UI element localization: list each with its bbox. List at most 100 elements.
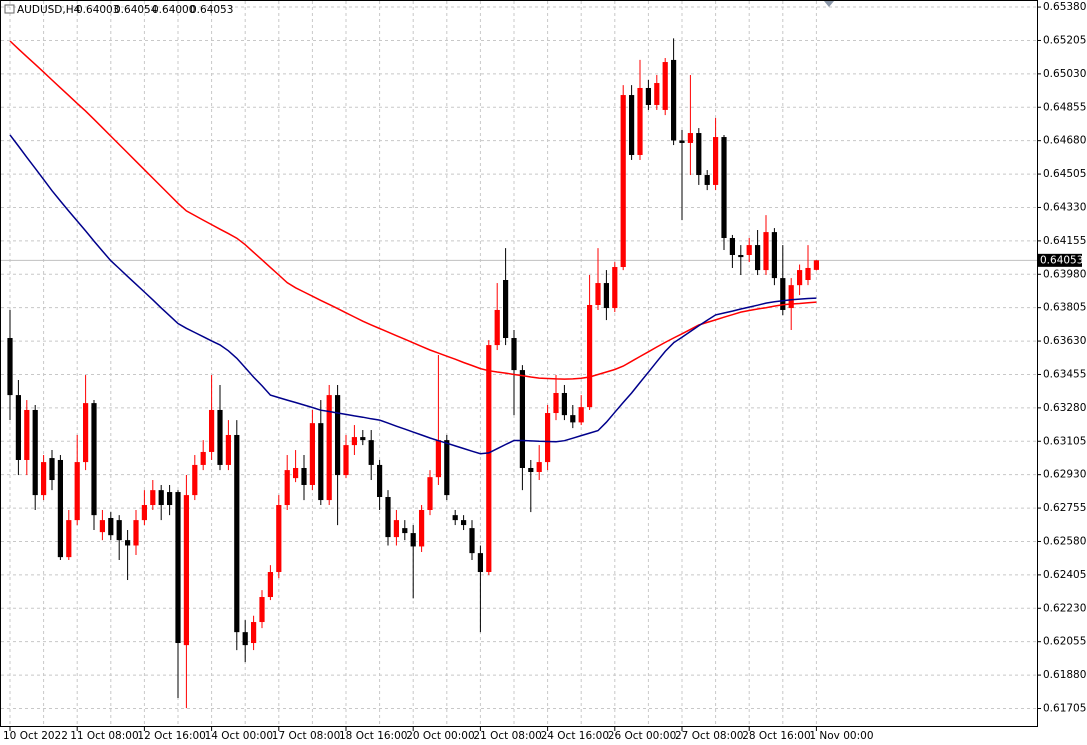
candle-body — [435, 440, 441, 478]
x-tick-label: 26 Oct 00:00 — [608, 730, 676, 742]
y-tick-label: 0.62930 — [1043, 469, 1086, 481]
y-tick-label: 0.65380 — [1043, 1, 1086, 13]
x-tick-label: 10 Oct 2022 — [3, 730, 68, 742]
candle-body — [200, 451, 206, 465]
x-tick-label: 28 Oct 16:00 — [742, 730, 810, 742]
candle-body — [519, 370, 525, 468]
candle-body — [284, 470, 290, 506]
candle-body — [788, 285, 794, 309]
candle-body — [158, 490, 164, 506]
candle-body — [620, 95, 626, 268]
x-tick-label: 12 Oct 16:00 — [137, 730, 205, 742]
x-tick-label: 1 Nov 00:00 — [809, 730, 873, 742]
candle-body — [318, 423, 324, 501]
y-tick-label: 0.62055 — [1043, 636, 1086, 648]
candle-body — [116, 520, 122, 541]
y-tick-label: 0.61880 — [1043, 669, 1086, 681]
header-close: 0.64053 — [190, 4, 233, 16]
x-tick-label: 14 Oct 00:00 — [205, 730, 273, 742]
candle-body — [150, 490, 156, 506]
candle-body — [74, 462, 80, 521]
y-tick-label: 0.63280 — [1043, 402, 1086, 414]
candle-body — [629, 95, 635, 155]
candle-body — [503, 279, 509, 339]
x-tick-label: 17 Oct 08:00 — [272, 730, 340, 742]
candle-body — [360, 437, 366, 441]
x-tick-label: 24 Oct 16:00 — [541, 730, 609, 742]
y-tick-label: 0.65030 — [1043, 68, 1086, 80]
candle-body — [587, 305, 593, 408]
candle-body — [49, 458, 55, 481]
y-tick-label: 0.63980 — [1043, 268, 1086, 280]
header-low: 0.64000 — [152, 4, 195, 16]
candle-body — [494, 309, 500, 346]
header: AUDUSD,H4 0.64003 0.64054 0.64000 0.6405… — [4, 4, 233, 16]
candle-body — [32, 409, 38, 496]
candle-body — [133, 520, 139, 546]
candle-body — [242, 632, 248, 646]
y-tick-label: 0.63805 — [1043, 302, 1086, 314]
current-price-box — [1038, 253, 1082, 267]
symbol-icon — [4, 4, 15, 14]
candle-body — [309, 423, 315, 485]
candle-body — [24, 409, 30, 460]
candle-body — [83, 403, 89, 463]
candle-body — [662, 62, 668, 110]
y-tick-label: 0.63105 — [1043, 435, 1086, 447]
header-high: 0.64054 — [114, 4, 158, 16]
candle-body — [536, 462, 542, 473]
y-tick-label: 0.64855 — [1043, 101, 1086, 113]
grid — [1, 1, 1037, 727]
candle-body — [603, 283, 609, 309]
candle-body — [738, 254, 744, 258]
candle-body — [175, 492, 181, 644]
candle-body — [671, 59, 677, 141]
candle-body — [343, 445, 349, 476]
y-tick-label: 0.65205 — [1043, 34, 1086, 46]
axes: 0.65380 0.65205 0.65030 0.64855 0.64680 0.645… — [3, 1, 1086, 742]
x-tick-label: 21 Oct 08:00 — [473, 730, 541, 742]
candle-body — [654, 83, 660, 105]
moving-average — [9, 134, 817, 455]
candle-body — [545, 413, 551, 463]
candle-body — [595, 283, 601, 306]
y-tick-label: 0.62230 — [1043, 602, 1086, 614]
moving-average — [9, 40, 817, 380]
candle-body — [41, 462, 47, 496]
y-tick-label: 0.64680 — [1043, 135, 1086, 147]
candle-body — [780, 278, 786, 310]
candle-body — [679, 140, 685, 143]
candle-body — [797, 270, 803, 286]
candle-body — [217, 409, 223, 465]
candle-body — [637, 87, 643, 155]
candle-body — [755, 245, 761, 271]
y-tick-label: 0.62580 — [1043, 535, 1086, 547]
candle-body — [612, 267, 618, 309]
candle-body — [419, 509, 425, 547]
header-open: 0.64003 — [76, 4, 119, 16]
y-tick-label: 0.63455 — [1043, 368, 1086, 380]
candle-body — [805, 267, 811, 280]
candle-body — [57, 459, 63, 558]
candle-body — [108, 518, 114, 536]
candle-body — [645, 87, 651, 105]
candle-body — [385, 497, 391, 538]
y-tick-label: 0.64330 — [1043, 201, 1086, 213]
x-tick-label: 20 Oct 00:00 — [406, 730, 474, 742]
y-tick-label: 0.64155 — [1043, 235, 1086, 247]
candle-body — [696, 133, 702, 176]
y-tick-label: 0.62755 — [1043, 502, 1086, 514]
candle-body — [167, 492, 173, 506]
candle-body — [452, 515, 458, 521]
candle-body — [209, 409, 215, 452]
y-tick-label: 0.61705 — [1043, 702, 1086, 714]
candle-body — [746, 245, 752, 255]
candle-body — [301, 467, 307, 485]
candle-body — [99, 520, 105, 533]
candle-body — [326, 395, 332, 501]
x-tick-label: 11 Oct 08:00 — [70, 730, 138, 742]
candle-body — [410, 533, 416, 547]
candle-body — [377, 464, 383, 498]
candle-body — [486, 345, 492, 573]
candle-body — [393, 520, 399, 538]
